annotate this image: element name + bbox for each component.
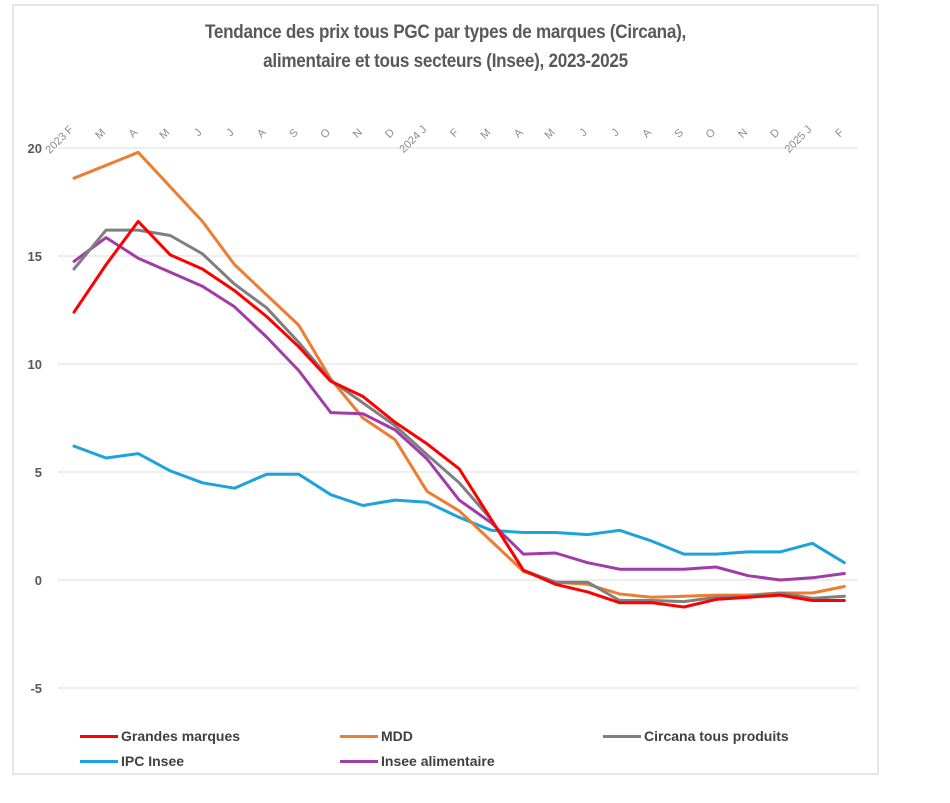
legend-swatch-grandes-marques xyxy=(80,734,118,738)
y-tick-label: 10 xyxy=(28,357,42,372)
series-lines xyxy=(72,150,846,609)
chart-title-line-1: Tendance des prix tous PGC par types de … xyxy=(204,22,687,43)
x-tick-label: A xyxy=(512,126,526,140)
y-tick-label: -5 xyxy=(30,681,42,696)
x-tick-label: 2024 J xyxy=(397,124,429,156)
legend-label: Insee alimentaire xyxy=(381,753,495,769)
x-tick-label: N xyxy=(736,127,750,141)
x-tick-label: M xyxy=(93,127,108,142)
x-tick-label: S xyxy=(287,127,301,141)
x-tick-label: J xyxy=(609,127,621,139)
legend-label: IPC Insee xyxy=(121,753,185,769)
series-line-ipc-insee xyxy=(72,444,846,565)
x-tick-label: M xyxy=(157,127,172,142)
y-tick-label: 5 xyxy=(35,465,42,480)
legend-swatch-mdd xyxy=(340,734,378,738)
legend-label: Circana tous produits xyxy=(644,728,789,744)
x-tick-label: S xyxy=(672,127,686,141)
legend-item-ipc-insee: IPC Insee xyxy=(80,751,184,771)
chart-title: Tendance des prix tous PGC par types de … xyxy=(12,18,879,76)
legend-item-insee-alimentaire: Insee alimentaire xyxy=(340,751,495,771)
legend-label: Grandes marques xyxy=(121,728,241,744)
series-line-insee-alimentaire xyxy=(72,236,846,582)
chart-title-line-2: alimentaire et tous secteurs (Insee), 20… xyxy=(263,51,628,72)
x-tick-label: A xyxy=(127,126,141,140)
x-tick-label: F xyxy=(448,126,461,139)
legend-swatch-insee-alimentaire xyxy=(340,759,378,763)
x-tick-label: A xyxy=(640,126,654,140)
x-tick-label: M xyxy=(478,127,493,142)
series-line-grandes-marques xyxy=(72,219,846,609)
y-tick-label: 0 xyxy=(35,573,42,588)
series-line-mdd xyxy=(72,150,846,599)
x-tick-label: A xyxy=(255,126,269,140)
x-tick-label: M xyxy=(543,127,558,142)
legend-swatch-circana-tous-produits xyxy=(603,734,641,738)
legend-item-mdd: MDD xyxy=(340,726,413,746)
y-tick-label: 20 xyxy=(28,141,42,156)
x-tick-label: J xyxy=(192,127,204,139)
chart-frame xyxy=(12,4,879,775)
x-tick-label: D xyxy=(768,127,782,141)
y-tick-label: 15 xyxy=(28,249,42,264)
x-tick-label: J xyxy=(577,127,589,139)
series-line-circana-tous-produits xyxy=(72,228,846,604)
x-tick-label: F xyxy=(833,126,846,139)
x-tick-label: N xyxy=(351,127,365,141)
x-tick-label: O xyxy=(318,126,333,141)
y-axis-ticks: 20 15 10 5 0 -5 xyxy=(28,141,42,696)
x-tick-label: 2023 F xyxy=(43,123,76,156)
legend-swatch-ipc-insee xyxy=(80,759,118,763)
legend-item-circana-tous-produits: Circana tous produits xyxy=(603,726,789,746)
gridlines xyxy=(58,147,858,689)
x-tick-label: D xyxy=(383,127,397,141)
x-tick-label: 2025 J xyxy=(783,124,815,156)
legend-item-grandes-marques: Grandes marques xyxy=(80,726,240,746)
x-tick-label: O xyxy=(704,126,719,141)
legend-label: MDD xyxy=(381,728,413,744)
x-tick-label: J xyxy=(224,127,236,139)
